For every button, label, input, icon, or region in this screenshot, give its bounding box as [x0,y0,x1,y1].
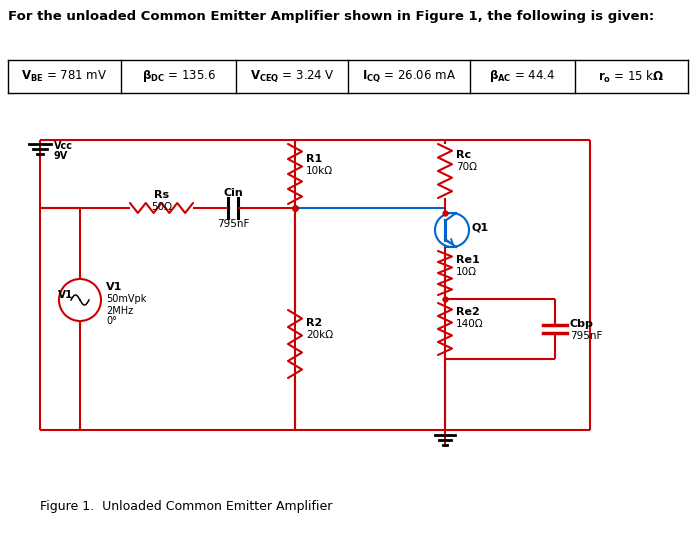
Text: Figure 1.  Unloaded Common Emitter Amplifier: Figure 1. Unloaded Common Emitter Amplif… [40,500,332,513]
Text: R2: R2 [306,318,322,328]
Text: 50Ω: 50Ω [151,202,172,212]
Text: $\mathbf{V_{BE}}$ = 781 mV: $\mathbf{V_{BE}}$ = 781 mV [21,69,108,84]
Text: R1: R1 [306,154,322,164]
Text: Re2: Re2 [456,307,480,317]
Text: $\mathbf{V_{CEQ}}$ = 3.24 V: $\mathbf{V_{CEQ}}$ = 3.24 V [250,69,335,84]
Text: 10Ω: 10Ω [456,267,477,277]
Text: 0°: 0° [106,316,117,326]
Text: $\mathbf{\beta_{AC}}$ = 44.4: $\mathbf{\beta_{AC}}$ = 44.4 [489,69,556,85]
Text: 2MHz: 2MHz [106,306,133,316]
Text: 795nF: 795nF [217,219,249,229]
Text: 795nF: 795nF [570,331,603,341]
Text: Re1: Re1 [456,255,480,265]
Text: V1: V1 [106,282,122,292]
Text: $\mathbf{I_{CQ}}$ = 26.06 mA: $\mathbf{I_{CQ}}$ = 26.06 mA [362,69,456,84]
Text: V1: V1 [58,290,74,300]
Text: 140Ω: 140Ω [456,319,484,329]
Text: 9V: 9V [54,151,69,161]
Text: Vcc: Vcc [54,141,73,151]
Text: 50mVpk: 50mVpk [106,294,146,304]
Text: Cin: Cin [223,188,243,198]
Text: $\mathbf{\beta_{DC}}$ = 135.6: $\mathbf{\beta_{DC}}$ = 135.6 [141,69,216,85]
Text: 20kΩ: 20kΩ [306,330,333,340]
Text: Q1: Q1 [472,222,489,232]
Text: Rs: Rs [154,190,169,200]
Text: Cbp: Cbp [570,319,594,329]
Text: 70Ω: 70Ω [456,162,477,172]
Text: Rc: Rc [456,150,471,160]
Text: $\mathbf{r_o}$ = 15 k$\mathbf{\Omega}$: $\mathbf{r_o}$ = 15 k$\mathbf{\Omega}$ [598,68,665,85]
Text: 10kΩ: 10kΩ [306,166,333,176]
Text: For the unloaded Common Emitter Amplifier shown in Figure 1, the following is gi: For the unloaded Common Emitter Amplifie… [8,10,655,23]
